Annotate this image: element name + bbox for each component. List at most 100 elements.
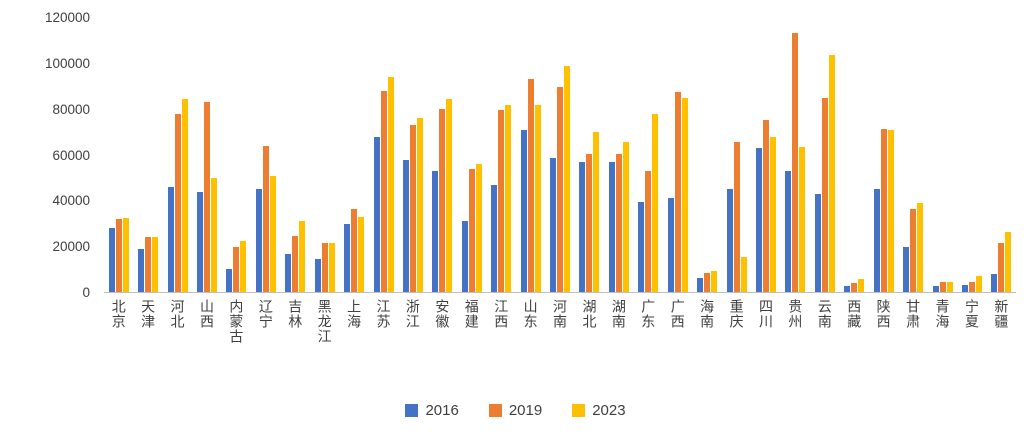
bar-2023: [917, 202, 924, 292]
bar-2023: [122, 217, 129, 292]
y-axis-tick-label: 80000: [52, 101, 90, 117]
legend-item-2023: 2023: [572, 402, 626, 419]
x-axis-label: 四川: [751, 299, 780, 387]
x-axis-label: 宁夏: [957, 299, 986, 387]
x-axis-label: 山东: [516, 299, 545, 387]
bar-group: [192, 18, 221, 292]
x-axis-label-text: 广西: [669, 299, 686, 329]
bar-2023: [240, 240, 247, 292]
x-axis-label: 北京: [104, 299, 133, 387]
bar-2023: [887, 129, 894, 292]
bar-2019: [615, 153, 622, 292]
bar-group: [545, 18, 574, 292]
x-axis-label: 重庆: [722, 299, 751, 387]
x-axis-label-text: 陕西: [875, 299, 892, 329]
bar-group: [457, 18, 486, 292]
legend: 2016 2019 2023: [0, 402, 1031, 419]
x-axis-label-text: 上海: [346, 299, 363, 329]
bar-group: [722, 18, 751, 292]
x-axis-label: 湖北: [575, 299, 604, 387]
bar-2016: [461, 221, 468, 292]
bar-group: [222, 18, 251, 292]
bar-2019: [557, 86, 564, 292]
bar-group: [281, 18, 310, 292]
x-axis-label: 辽宁: [251, 299, 280, 387]
x-axis-label-text: 天津: [140, 299, 157, 329]
bar-2023: [652, 113, 659, 292]
bar-group: [604, 18, 633, 292]
x-axis-label-text: 重庆: [728, 299, 745, 329]
x-axis-label: 天津: [133, 299, 162, 387]
bar-group: [928, 18, 957, 292]
bar-2016: [785, 170, 792, 292]
bar-2019: [939, 281, 946, 292]
bar-group: [692, 18, 721, 292]
bar-2019: [704, 272, 711, 292]
bar-2023: [328, 242, 335, 292]
bar-group: [339, 18, 368, 292]
bar-group: [575, 18, 604, 292]
bar-2019: [292, 236, 299, 292]
bar-2016: [138, 248, 145, 292]
bar-2023: [269, 175, 276, 292]
bar-2019: [174, 113, 181, 292]
bar-2023: [564, 65, 571, 292]
bar-2016: [344, 223, 351, 292]
x-axis-label: 陕西: [869, 299, 898, 387]
bar-2019: [468, 168, 475, 292]
x-axis-label-text: 福建: [463, 299, 480, 329]
bar-2016: [726, 189, 733, 292]
bar-group: [516, 18, 545, 292]
bar-2016: [667, 198, 674, 292]
bar-2019: [645, 170, 652, 292]
x-axis-label-text: 河南: [552, 299, 569, 329]
x-axis-label: 云南: [810, 299, 839, 387]
bar-2019: [233, 247, 240, 292]
bar-2016: [844, 286, 851, 292]
x-axis-label-text: 吉林: [287, 299, 304, 329]
bar-2023: [475, 164, 482, 292]
bar-2019: [762, 119, 769, 292]
bar-group: [869, 18, 898, 292]
bar-group: [104, 18, 133, 292]
legend-item-2019: 2019: [488, 402, 542, 419]
bar-2023: [358, 216, 365, 292]
x-axis-label-text: 河北: [169, 299, 186, 329]
x-axis-label: 贵州: [781, 299, 810, 387]
bar-2023: [446, 99, 453, 292]
y-axis-tick-label: 20000: [52, 239, 90, 255]
x-axis-label: 安徽: [428, 299, 457, 387]
x-axis-label: 广东: [634, 299, 663, 387]
x-axis-label-text: 山西: [198, 299, 215, 329]
bar-2019: [674, 92, 681, 292]
bar-2016: [373, 136, 380, 292]
bar-group: [987, 18, 1016, 292]
bar-2016: [167, 186, 174, 292]
bar-2023: [593, 132, 600, 292]
bar-2016: [873, 189, 880, 292]
bar-2016: [903, 247, 910, 292]
x-axis-label-text: 北京: [110, 299, 127, 329]
y-axis-tick-label: 60000: [52, 147, 90, 163]
bar-2023: [416, 118, 423, 292]
bar-2023: [210, 177, 217, 292]
x-axis-label-text: 甘肃: [905, 299, 922, 329]
bar-group: [251, 18, 280, 292]
bar-2023: [681, 97, 688, 292]
bar-group: [898, 18, 927, 292]
legend-label: 2023: [592, 402, 626, 419]
bar-2016: [196, 191, 203, 292]
x-axis-label: 西藏: [840, 299, 869, 387]
bar-2023: [181, 99, 188, 292]
x-axis-label: 黑龙江: [310, 299, 339, 387]
bar-group: [781, 18, 810, 292]
x-axis-label: 上海: [339, 299, 368, 387]
y-axis-tick-label: 100000: [44, 55, 90, 71]
bar-2019: [527, 78, 534, 292]
bar-2019: [439, 109, 446, 292]
bar-2019: [792, 32, 799, 292]
y-axis-tick-label: 120000: [44, 10, 90, 25]
bar-2016: [697, 278, 704, 292]
bar-group: [840, 18, 869, 292]
